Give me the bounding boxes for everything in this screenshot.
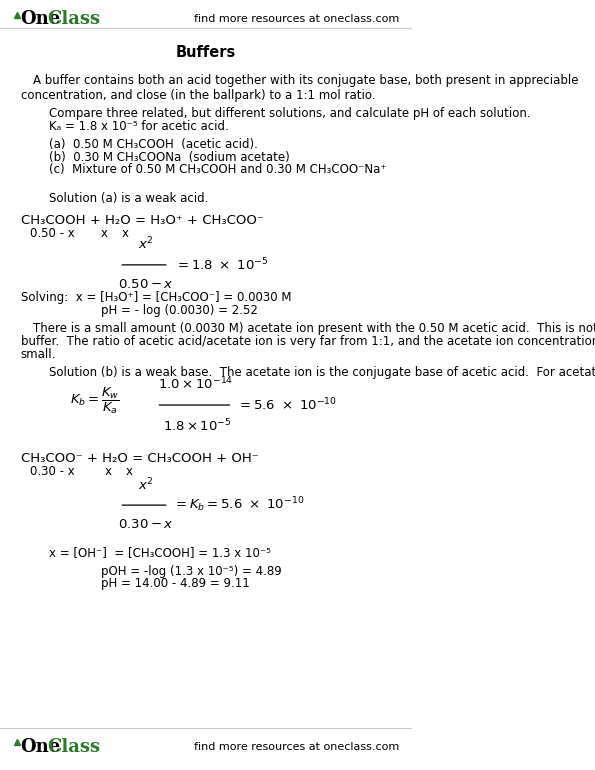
Text: A buffer contains both an acid together with its conjugate base, both present in: A buffer contains both an acid together … bbox=[33, 75, 578, 87]
Text: $1.8\times10^{-5}$: $1.8\times10^{-5}$ bbox=[162, 418, 231, 435]
Text: $1.0\times10^{-14}$: $1.0\times10^{-14}$ bbox=[158, 376, 234, 393]
Text: x = [OH⁻]  = [CH₃COOH] = 1.3 x 10⁻⁵: x = [OH⁻] = [CH₃COOH] = 1.3 x 10⁻⁵ bbox=[49, 547, 271, 559]
Text: Solving:  x = [H₃O⁺] = [CH₃COO⁻] = 0.0030 M: Solving: x = [H₃O⁺] = [CH₃COO⁻] = 0.0030… bbox=[21, 292, 291, 304]
Text: (c)  Mixture of 0.50 M CH₃COOH and 0.30 M CH₃COO⁻Na⁺: (c) Mixture of 0.50 M CH₃COOH and 0.30 M… bbox=[49, 163, 387, 176]
Text: pH = - log (0.0030) = 2.52: pH = - log (0.0030) = 2.52 bbox=[101, 304, 258, 316]
Text: pOH = -log (1.3 x 10⁻⁵) = 4.89: pOH = -log (1.3 x 10⁻⁵) = 4.89 bbox=[101, 565, 281, 578]
Text: 0.30 - x: 0.30 - x bbox=[30, 465, 74, 477]
Text: Class: Class bbox=[48, 738, 101, 756]
Text: x: x bbox=[105, 465, 112, 477]
Text: find more resources at oneclass.com: find more resources at oneclass.com bbox=[194, 15, 399, 24]
Text: CH₃COO⁻ + H₂O = CH₃COOH + OH⁻: CH₃COO⁻ + H₂O = CH₃COOH + OH⁻ bbox=[21, 453, 258, 465]
Text: Solution (b) is a weak base.  The acetate ion is the conjugate base of acetic ac: Solution (b) is a weak base. The acetate… bbox=[49, 367, 595, 379]
Text: $= 5.6\ \times\ 10^{-10}$: $= 5.6\ \times\ 10^{-10}$ bbox=[237, 397, 337, 413]
Text: 0.50 - x: 0.50 - x bbox=[30, 227, 74, 239]
Text: Buffers: Buffers bbox=[176, 45, 236, 60]
Text: x: x bbox=[126, 465, 133, 477]
Text: pH = 14.00 - 4.89 = 9.11: pH = 14.00 - 4.89 = 9.11 bbox=[101, 578, 249, 590]
Text: x: x bbox=[121, 227, 129, 239]
Text: small.: small. bbox=[21, 348, 56, 360]
Text: $x^2$: $x^2$ bbox=[138, 236, 154, 253]
Text: $= K_b = 5.6\ \times\ 10^{-10}$: $= K_b = 5.6\ \times\ 10^{-10}$ bbox=[173, 496, 304, 514]
Text: Solution (a) is a weak acid.: Solution (a) is a weak acid. bbox=[49, 192, 209, 205]
Text: (a)  0.50 M CH₃COOH  (acetic acid).: (a) 0.50 M CH₃COOH (acetic acid). bbox=[49, 139, 258, 151]
Text: One: One bbox=[21, 10, 61, 28]
Text: $= 1.8\ \times\ 10^{-5}$: $= 1.8\ \times\ 10^{-5}$ bbox=[175, 256, 268, 273]
Text: x: x bbox=[101, 227, 108, 239]
Text: $x^2$: $x^2$ bbox=[138, 476, 154, 493]
Text: Class: Class bbox=[48, 10, 101, 28]
Text: There is a small amount (0.0030 M) acetate ion present with the 0.50 M acetic ac: There is a small amount (0.0030 M) aceta… bbox=[33, 323, 595, 335]
Text: (b)  0.30 M CH₃COONa  (sodium acetate): (b) 0.30 M CH₃COONa (sodium acetate) bbox=[49, 151, 290, 163]
Text: $K_b = \dfrac{K_w}{K_a}$: $K_b = \dfrac{K_w}{K_a}$ bbox=[70, 385, 120, 416]
Text: Kₐ = 1.8 x 10⁻⁵ for acetic acid.: Kₐ = 1.8 x 10⁻⁵ for acetic acid. bbox=[49, 120, 229, 132]
Text: $0.30 - x$: $0.30 - x$ bbox=[118, 518, 174, 531]
Text: concentration, and close (in the ballpark) to a 1:1 mol ratio.: concentration, and close (in the ballpar… bbox=[21, 89, 375, 102]
Text: find more resources at oneclass.com: find more resources at oneclass.com bbox=[194, 742, 399, 752]
Text: $0.50 - x$: $0.50 - x$ bbox=[118, 278, 174, 291]
Text: CH₃COOH + H₂O = H₃O⁺ + CH₃COO⁻: CH₃COOH + H₂O = H₃O⁺ + CH₃COO⁻ bbox=[21, 215, 264, 227]
Text: buffer.  The ratio of acetic acid/acetate ion is very far from 1:1, and the acet: buffer. The ratio of acetic acid/acetate… bbox=[21, 336, 595, 348]
Text: Compare three related, but different solutions, and calculate pH of each solutio: Compare three related, but different sol… bbox=[49, 107, 531, 119]
Text: One: One bbox=[21, 738, 61, 756]
